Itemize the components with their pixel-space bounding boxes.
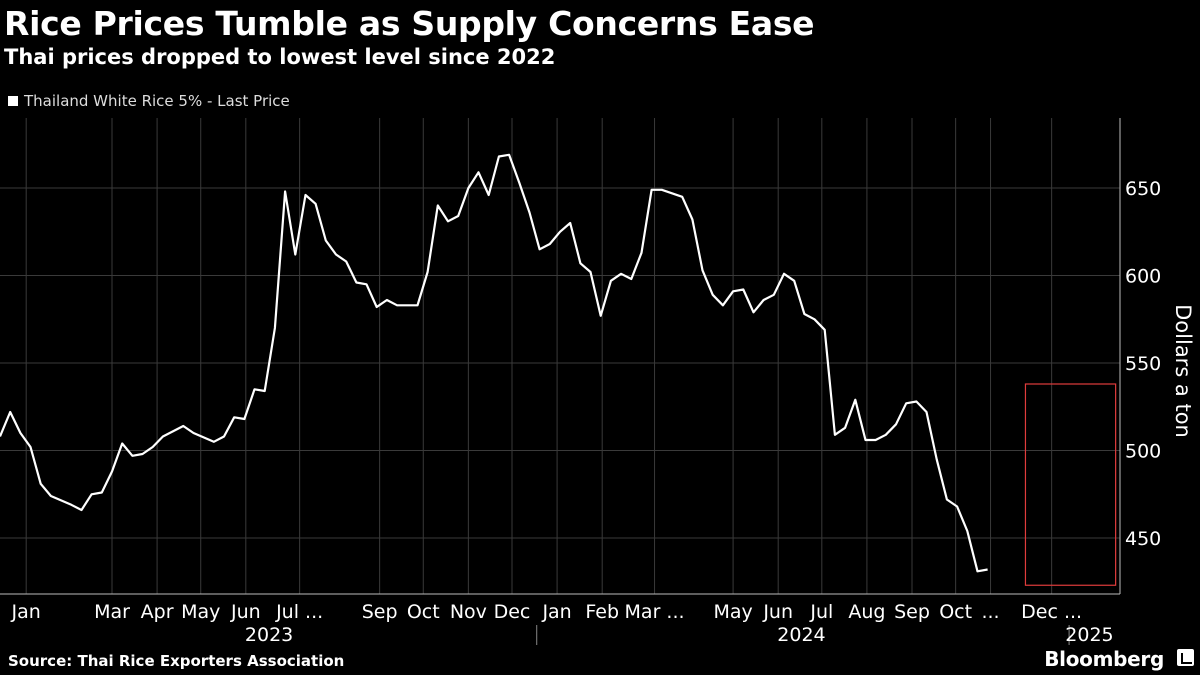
legend-swatch [8, 96, 18, 106]
axes: 450 500 550 600 650 Dollars a ton Jan Mar Apr May… [0, 118, 1195, 646]
legend-label: Thailand White Rice 5% - Last Price [24, 92, 290, 110]
y-tick-label: 500 [1125, 441, 1161, 463]
x-tick-label: Apr [141, 601, 174, 623]
x-tick-label: Jul [809, 601, 833, 623]
x-tick-label: Mar ... [625, 601, 685, 623]
x-tick-label: Dec ... [1021, 601, 1082, 623]
x-tick-label: ... [981, 601, 999, 623]
source-note: Source: Thai Rice Exporters Association [8, 652, 345, 670]
y-tick-label: 600 [1125, 266, 1161, 288]
grid [0, 118, 1120, 594]
x-tick-label: Jan [541, 601, 571, 623]
x-tick-label: Jun [762, 601, 793, 623]
x-tick-label: Aug [848, 601, 885, 623]
x-tick-label: Oct [407, 601, 440, 623]
x-tick-label: Mar [94, 601, 130, 623]
brand-logo-text: Bloomberg [1044, 647, 1164, 671]
x-tick-label: Jan [11, 601, 41, 623]
x-tick-label: Sep [362, 601, 398, 623]
y-tick-label: 550 [1125, 353, 1161, 375]
x-tick-label: Dec [494, 601, 531, 623]
bloomberg-logo-icon [1177, 649, 1194, 666]
series-layer [0, 153, 988, 573]
chart-title: Rice Prices Tumble as Supply Concerns Ea… [4, 4, 815, 43]
legend: Thailand White Rice 5% - Last Price [8, 92, 290, 110]
x-tick-label: Jun [230, 601, 261, 623]
year-label: 2023 [245, 624, 293, 646]
x-tick-label: Feb [585, 601, 619, 623]
y-tick-label: 650 [1125, 178, 1161, 200]
chart-subtitle: Thai prices dropped to lowest level sinc… [4, 45, 556, 69]
highlight-layer [1024, 383, 1117, 586]
year-label: 2025 [1065, 624, 1113, 646]
series-line [0, 153, 988, 573]
x-tick-label: Sep [894, 601, 930, 623]
y-tick-label: 450 [1125, 528, 1161, 550]
highlight-box [1024, 383, 1117, 586]
x-tick-label: May [713, 601, 752, 623]
x-tick-label: Jul ... [275, 601, 323, 623]
x-tick-label: Oct [939, 601, 972, 623]
y-axis-label: Dollars a ton [1171, 304, 1195, 438]
year-label: 2024 [777, 624, 825, 646]
x-tick-label: May [181, 601, 220, 623]
x-tick-label: Nov [450, 601, 487, 623]
